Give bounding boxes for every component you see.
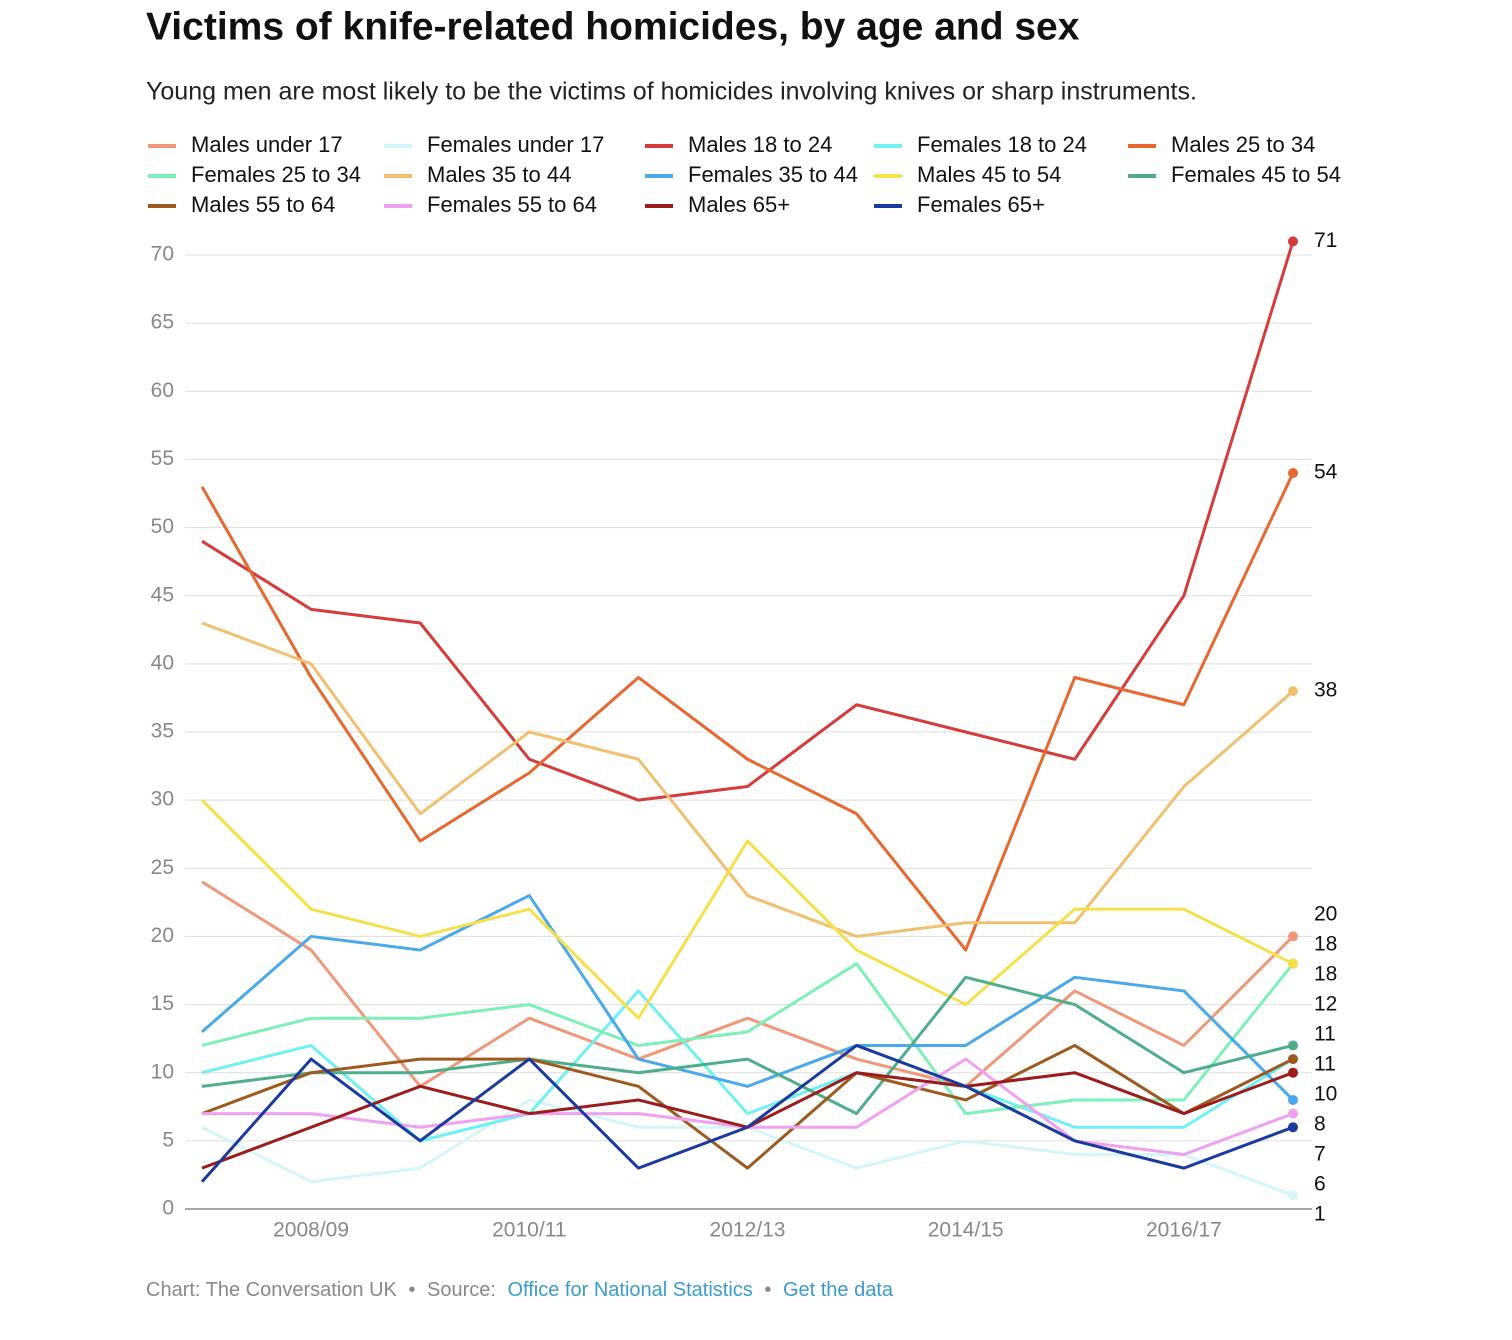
y-tick-label: 45 bbox=[151, 583, 174, 606]
legend-label: Females under 17 bbox=[427, 132, 604, 157]
x-tick-label: 2014/15 bbox=[928, 1219, 1004, 1242]
end-label: 18 bbox=[1314, 933, 1337, 956]
y-tick-label: 0 bbox=[162, 1197, 174, 1220]
x-tick-label: 2010/11 bbox=[492, 1219, 566, 1242]
y-tick-label: 60 bbox=[151, 379, 174, 402]
end-label: 71 bbox=[1314, 229, 1337, 252]
legend-label: Males 35 to 44 bbox=[427, 162, 571, 187]
end-dot bbox=[1288, 1040, 1298, 1051]
y-tick-label: 25 bbox=[151, 856, 174, 879]
y-tick-label: 15 bbox=[151, 992, 174, 1015]
end-dot bbox=[1288, 958, 1298, 969]
series-line bbox=[201, 989, 1294, 1143]
end-label: 12 bbox=[1314, 993, 1337, 1016]
series-line bbox=[201, 240, 1295, 802]
end-dot bbox=[1288, 1122, 1298, 1133]
end-dot bbox=[1288, 686, 1298, 697]
x-tick-label: 2012/13 bbox=[710, 1219, 786, 1242]
end-dot bbox=[1288, 1190, 1298, 1201]
y-tick-label: 70 bbox=[151, 243, 174, 266]
source-label: Source: bbox=[427, 1279, 496, 1301]
end-dot bbox=[1288, 1108, 1298, 1119]
end-label: 11 bbox=[1314, 1023, 1336, 1046]
y-tick-label: 20 bbox=[151, 924, 174, 947]
x-tick-label: 2016/17 bbox=[1146, 1219, 1222, 1242]
series-line bbox=[200, 472, 1295, 952]
end-label: 18 bbox=[1314, 963, 1337, 986]
legend-label: Males 65+ bbox=[688, 192, 790, 217]
chart-title: Victims of knife-related homicides, by a… bbox=[146, 5, 1080, 48]
series-line bbox=[201, 880, 1295, 1088]
chart-subtitle: Young men are most likely to be the vict… bbox=[146, 78, 1197, 106]
end-label: 8 bbox=[1314, 1113, 1326, 1136]
legend-label: Females 25 to 34 bbox=[191, 162, 361, 187]
end-label: 6 bbox=[1314, 1173, 1326, 1196]
end-label: 7 bbox=[1314, 1143, 1326, 1166]
end-label: 1 bbox=[1314, 1203, 1326, 1226]
legend-label: Males 55 to 64 bbox=[191, 192, 335, 217]
y-tick-label: 35 bbox=[151, 720, 174, 743]
legend-label: Females 55 to 64 bbox=[427, 192, 597, 217]
legend-label: Males under 17 bbox=[191, 132, 343, 157]
series-line bbox=[201, 621, 1294, 938]
y-tick-label: 65 bbox=[151, 311, 174, 334]
series-line bbox=[201, 975, 1294, 1116]
end-dot bbox=[1288, 236, 1298, 247]
legend-label: Females 65+ bbox=[917, 192, 1045, 217]
end-label: 20 bbox=[1314, 903, 1337, 926]
source-link[interactable]: Office for National Statistics bbox=[508, 1279, 753, 1301]
legend-label: Males 45 to 54 bbox=[917, 162, 1061, 187]
separator: • bbox=[408, 1279, 415, 1301]
legend-label: Females 18 to 24 bbox=[917, 132, 1087, 157]
end-label: 54 bbox=[1314, 461, 1338, 484]
credit: Chart: The Conversation UK bbox=[146, 1279, 398, 1301]
end-dot bbox=[1288, 931, 1298, 942]
footer: Chart: The Conversation UK • Source: Off… bbox=[146, 1279, 894, 1301]
end-dot bbox=[1288, 1067, 1298, 1078]
separator: • bbox=[764, 1279, 771, 1301]
end-dot bbox=[1288, 1094, 1298, 1105]
data-link[interactable]: Get the data bbox=[783, 1279, 894, 1301]
y-tick-label: 50 bbox=[151, 515, 174, 538]
end-label: 38 bbox=[1314, 679, 1337, 702]
x-tick-label: 2008/09 bbox=[273, 1219, 349, 1242]
end-label: 11 bbox=[1314, 1053, 1336, 1076]
end-label: 10 bbox=[1314, 1083, 1337, 1106]
series-line bbox=[201, 894, 1295, 1102]
y-tick-label: 55 bbox=[151, 447, 174, 470]
y-tick-label: 5 bbox=[162, 1128, 174, 1151]
y-tick-label: 10 bbox=[151, 1060, 174, 1083]
series-line bbox=[201, 1043, 1294, 1170]
y-tick-label: 40 bbox=[151, 651, 174, 674]
series-line bbox=[201, 962, 1295, 1116]
end-dot bbox=[1288, 1054, 1298, 1065]
y-tick-label: 30 bbox=[151, 788, 174, 811]
legend-label: Females 35 to 44 bbox=[688, 162, 858, 187]
legend-label: Females 45 to 54 bbox=[1171, 162, 1341, 187]
end-dot bbox=[1288, 468, 1298, 479]
legend-label: Males 25 to 34 bbox=[1171, 132, 1315, 157]
legend-label: Males 18 to 24 bbox=[688, 132, 832, 157]
series-line bbox=[200, 799, 1294, 1020]
series-line bbox=[200, 1043, 1294, 1183]
